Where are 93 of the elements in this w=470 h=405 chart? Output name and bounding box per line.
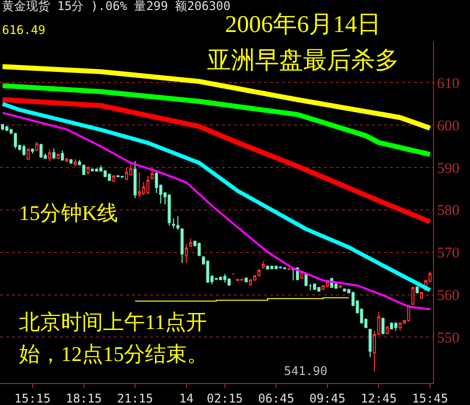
y-tick-label: 590 [437, 160, 460, 177]
candlestick [134, 160, 137, 199]
candlestick [236, 278, 240, 282]
y-tick-label: 610 [437, 76, 460, 92]
candlestick [168, 194, 171, 226]
candlestick [90, 168, 94, 172]
x-tick-label: 14 [179, 391, 194, 405]
candlestick [189, 238, 192, 248]
x-tick-label: 02:15 [206, 391, 243, 405]
candlestick [184, 243, 188, 264]
candlestick [172, 218, 176, 230]
candlestick [150, 167, 154, 180]
candlestick [82, 164, 86, 176]
candlestick [342, 288, 346, 292]
candlestick [120, 175, 124, 178]
candlestick [104, 170, 107, 178]
x-tick-label: 21:15 [117, 391, 154, 405]
candlestick [240, 278, 244, 282]
y-tick-label: 570 [437, 246, 460, 262]
candlestick [416, 286, 419, 294]
candlestick [322, 284, 325, 291]
candlestick [52, 148, 56, 160]
y-tick-label: 560 [437, 288, 460, 304]
candlestick [26, 148, 30, 160]
candlestick [287, 268, 290, 271]
candlestick [14, 132, 17, 149]
y-tick-label: 550 [437, 330, 460, 346]
candlestick [338, 284, 342, 288]
candlestick [274, 265, 278, 270]
candlestick [146, 176, 150, 194]
candlestick [214, 277, 218, 280]
candlestick [398, 322, 402, 332]
candlestick [368, 328, 372, 358]
y-tick-label: 600 [437, 118, 460, 134]
candlestick [317, 286, 320, 292]
candlestick [262, 260, 265, 269]
candlestick [313, 282, 316, 291]
candlestick [206, 260, 210, 284]
candlestick [176, 216, 180, 230]
x-tick-label: 12:45 [360, 391, 397, 405]
candlestick [74, 158, 77, 167]
candlestick [223, 274, 226, 283]
candlestick [420, 291, 424, 300]
candlestick [257, 268, 261, 278]
annotation: 北京时间上午11点开 [19, 310, 208, 334]
candlestick [60, 150, 64, 162]
chart-title: 2006年6月14日 [225, 12, 381, 38]
candlestick [244, 276, 248, 283]
candlestick [22, 144, 26, 156]
candlestick [35, 142, 38, 152]
text: 黄金现货 15分 ).06% 量299 额206300 [2, 0, 230, 13]
candlestick [283, 266, 286, 270]
candlestick [30, 148, 34, 154]
candlestick [386, 326, 389, 335]
candlestick [270, 265, 274, 270]
candlestick [228, 278, 231, 286]
candlestick [308, 283, 312, 292]
candlestick [138, 172, 141, 198]
x-tick-label: 18:15 [66, 391, 102, 405]
x-tick-label: 15:15 [14, 391, 51, 405]
y-tick-label: 580 [437, 203, 460, 220]
candlestick [266, 265, 270, 270]
candlestick [180, 228, 184, 264]
candlestick [278, 266, 282, 269]
candlestick [411, 286, 414, 306]
candlestick [124, 167, 128, 181]
chart-subtitle: 亚洲早盘最后杀多 [207, 48, 399, 74]
candlestick [390, 322, 394, 330]
candlestick [198, 242, 201, 257]
candlestick [248, 278, 252, 286]
candlestick [129, 162, 132, 176]
annotation: 15分钟K线 [19, 201, 118, 225]
candlestick [5, 125, 8, 132]
candlestick [65, 158, 68, 163]
x-tick-label: 15:45 [412, 391, 448, 405]
candlestick [112, 174, 116, 182]
text: 616.49 [2, 23, 46, 37]
candlestick [69, 158, 72, 164]
annotation: 541.90 [284, 364, 328, 378]
candlestick [56, 153, 60, 160]
candlestick [48, 148, 52, 162]
x-tick-label: 06:45 [258, 391, 294, 405]
candlestick [394, 322, 398, 332]
candlestick [86, 166, 90, 176]
candlestick [1, 123, 4, 131]
annotation: 始，12点15分结束。 [19, 342, 208, 366]
candlestick [39, 143, 43, 158]
candlestick [78, 159, 82, 166]
candlestick [108, 172, 111, 182]
candlestick [116, 174, 120, 178]
candlestick [95, 168, 98, 172]
candlestick [381, 317, 385, 335]
x-tick-label: 09:45 [309, 391, 346, 405]
